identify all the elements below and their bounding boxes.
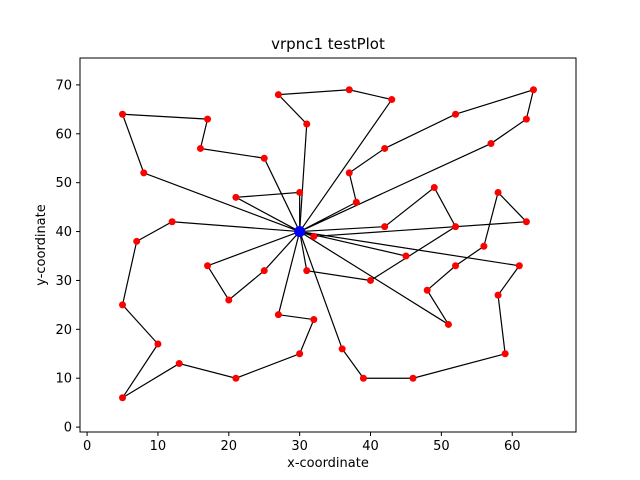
y-tick-label: 60 [55, 127, 72, 142]
customer-point [154, 340, 162, 348]
customer-point [381, 144, 389, 152]
y-axis-title: y-coordinate [34, 204, 49, 286]
chart-title: vrpnc1 testPlot [271, 35, 385, 53]
customer-point [452, 262, 460, 270]
customer-point [409, 374, 417, 382]
route-1-line [277, 89, 393, 232]
customer-point [522, 218, 530, 226]
customer-point [452, 223, 460, 231]
y-tick-label: 40 [55, 225, 72, 240]
customer-point [381, 223, 389, 231]
x-axis-title: x-coordinate [287, 456, 369, 471]
customer-point [501, 350, 509, 358]
depot-point [294, 226, 306, 238]
customer-point [338, 345, 346, 353]
customer-point [529, 86, 537, 94]
customer-point [168, 218, 176, 226]
customer-point [402, 252, 410, 260]
y-tick-label: 50 [55, 176, 72, 191]
y-tick-label: 10 [55, 372, 72, 387]
x-tick-label: 60 [504, 439, 521, 454]
customer-point [345, 86, 353, 94]
customer-point [204, 262, 212, 270]
customer-point [452, 110, 460, 118]
customer-point [119, 394, 127, 402]
x-tick-label: 30 [291, 439, 308, 454]
customer-point [522, 115, 530, 123]
customer-point [352, 198, 360, 206]
x-axis: 0 10 20 30 40 50 60 [83, 432, 521, 454]
customer-point [430, 184, 438, 192]
customer-point [480, 242, 488, 250]
customer-point [367, 276, 375, 284]
customer-point [274, 91, 282, 99]
customer-point [388, 96, 396, 104]
points-layer [119, 86, 537, 402]
route-5-line [121, 221, 315, 399]
customer-point [296, 188, 304, 196]
x-tick-label: 0 [83, 439, 91, 454]
customer-point [423, 286, 431, 294]
customer-point [303, 120, 311, 128]
customer-point [140, 169, 148, 177]
customer-point [303, 267, 311, 275]
customer-point [260, 154, 268, 162]
customer-point [274, 311, 282, 319]
customer-point [232, 374, 240, 382]
route-7-line [299, 230, 521, 379]
y-tick-label: 20 [55, 323, 72, 338]
customer-point [444, 320, 452, 328]
customer-point [310, 316, 318, 324]
x-tick-label: 50 [433, 439, 450, 454]
x-tick-label: 20 [221, 439, 238, 454]
customer-point [225, 296, 233, 304]
customer-point [515, 262, 523, 270]
x-tick-label: 40 [362, 439, 379, 454]
customer-point [196, 144, 204, 152]
customer-point [133, 237, 141, 245]
customer-point [119, 301, 127, 309]
customer-point [494, 188, 502, 196]
customer-point [359, 374, 367, 382]
customer-point [204, 115, 212, 123]
y-tick-label: 0 [64, 421, 72, 436]
customer-point [345, 169, 353, 177]
plot-area [79, 57, 577, 433]
y-axis: 0 10 20 30 40 50 60 70 [55, 78, 80, 436]
customer-point [494, 291, 502, 299]
customer-point [260, 267, 268, 275]
x-tick-label: 10 [150, 439, 167, 454]
customer-point [119, 110, 127, 118]
y-tick-label: 30 [55, 274, 72, 289]
customer-point [487, 140, 495, 148]
customer-point [310, 232, 318, 240]
customer-point [296, 350, 304, 358]
y-tick-label: 70 [55, 78, 72, 93]
customer-point [175, 360, 183, 368]
customer-point [232, 193, 240, 201]
route-3-line [233, 191, 301, 233]
